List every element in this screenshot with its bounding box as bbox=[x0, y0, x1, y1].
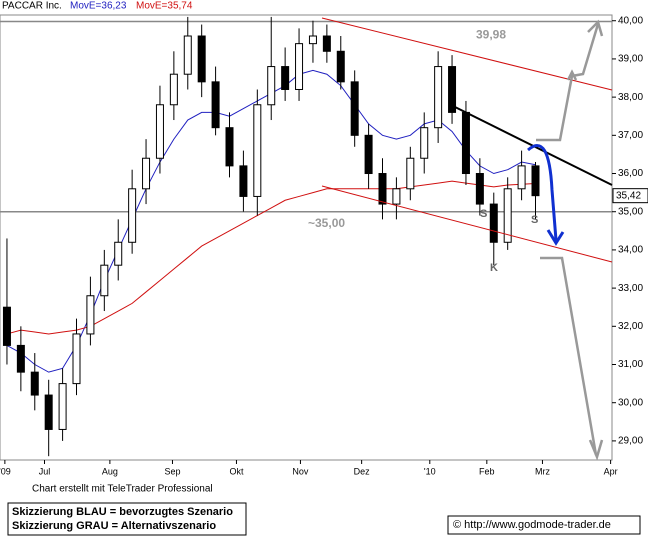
candle-body bbox=[128, 188, 137, 243]
candle-body bbox=[295, 43, 304, 90]
candle-body bbox=[169, 73, 178, 106]
last-price-box bbox=[612, 188, 648, 204]
candle-body bbox=[16, 344, 25, 373]
x-tick-label: Jul bbox=[39, 466, 51, 476]
y-tick-label: 30,00 bbox=[618, 397, 643, 408]
credit: Chart erstellt mit TeleTrader Profession… bbox=[32, 484, 213, 495]
legend-note: Skizzierung GRAU = Alternativszenario bbox=[12, 520, 216, 532]
gray-scenario-up bbox=[536, 23, 600, 142]
candle-body bbox=[225, 127, 234, 167]
channel-lower bbox=[321, 185, 613, 263]
candle-body bbox=[475, 173, 484, 205]
y-tick-label: 35,00 bbox=[618, 206, 643, 217]
candle-body bbox=[420, 127, 429, 159]
candle-body bbox=[44, 394, 53, 430]
source-box bbox=[447, 515, 641, 535]
candle-body bbox=[281, 66, 290, 90]
x-tick-label: Nov bbox=[292, 466, 309, 476]
x-tick-label: Dez bbox=[354, 466, 371, 476]
candle-body bbox=[114, 241, 123, 266]
y-tick-label: 29,00 bbox=[618, 436, 643, 447]
y-tick-label: 31,00 bbox=[618, 359, 643, 370]
candle-body bbox=[2, 306, 11, 346]
candle-body bbox=[448, 66, 457, 113]
legend-box bbox=[7, 502, 247, 536]
candle-body bbox=[406, 157, 415, 190]
y-tick-label: 32,00 bbox=[618, 321, 643, 332]
candle-body bbox=[86, 295, 95, 335]
gray-arrowhead-down bbox=[588, 439, 604, 461]
candle-body bbox=[142, 157, 151, 190]
candle-body bbox=[197, 35, 206, 83]
x-tick-label: Sep bbox=[164, 466, 180, 476]
y-tick-label: 40,00 bbox=[618, 15, 643, 26]
candle-body bbox=[72, 333, 81, 385]
y-tick-label: 37,00 bbox=[618, 130, 643, 141]
annotation: S bbox=[480, 208, 487, 220]
moving-average bbox=[6, 180, 536, 335]
level-label: ~35,00 bbox=[308, 216, 345, 230]
candle-body bbox=[531, 165, 540, 197]
x-tick-label: '09 bbox=[0, 466, 11, 476]
candle-body bbox=[211, 81, 220, 129]
candle-body bbox=[30, 371, 39, 396]
x-tick-label: '10 bbox=[424, 466, 436, 476]
candle-body bbox=[350, 81, 359, 136]
y-tick-label: 34,00 bbox=[618, 245, 643, 256]
candle-body bbox=[461, 111, 470, 175]
source: © http://www.godmode-trader.de bbox=[453, 519, 611, 531]
x-tick-label: Aug bbox=[102, 466, 118, 476]
gray-scenario-down bbox=[540, 256, 598, 456]
x-tick-label: Apr bbox=[604, 466, 618, 476]
candle-body bbox=[183, 35, 192, 75]
candle-body bbox=[322, 35, 331, 52]
last-price-label: 35,42 bbox=[616, 190, 641, 201]
chart-title: PACCAR Inc. bbox=[2, 1, 62, 12]
x-tick-label: Feb bbox=[479, 466, 495, 476]
candle-body bbox=[267, 66, 276, 106]
candle-body bbox=[253, 104, 262, 197]
candle-body bbox=[155, 104, 164, 159]
candle-body bbox=[100, 264, 109, 297]
level-label: 39,98 bbox=[476, 28, 506, 42]
candle-body bbox=[364, 134, 373, 175]
y-tick-label: 33,00 bbox=[618, 283, 643, 294]
candle-body bbox=[434, 66, 443, 129]
candle-body bbox=[378, 173, 387, 205]
x-tick-label: Mrz bbox=[535, 466, 550, 476]
gray-arrowheads-up bbox=[566, 19, 604, 81]
candle-body bbox=[489, 203, 498, 243]
annotation: S bbox=[531, 214, 538, 226]
legend-entry: MovE=35,74 bbox=[136, 1, 193, 12]
x-tick-label: Okt bbox=[229, 466, 244, 476]
legend-entry: MovE=36,23 bbox=[70, 1, 127, 12]
y-tick-label: 39,00 bbox=[618, 54, 643, 65]
annotation: K bbox=[490, 262, 498, 274]
blue-arrowhead bbox=[546, 229, 565, 246]
y-tick-label: 38,00 bbox=[618, 92, 643, 103]
blue-scenario bbox=[527, 144, 558, 241]
candle-body bbox=[58, 383, 67, 430]
candle-body bbox=[517, 165, 526, 190]
legend-note: Skizzierung BLAU = bevorzugtes Szenario bbox=[12, 506, 233, 518]
y-tick-label: 36,00 bbox=[618, 168, 643, 179]
channel-upper bbox=[321, 17, 613, 91]
candle-body bbox=[336, 50, 345, 83]
candle-body bbox=[503, 188, 512, 243]
candle-body bbox=[392, 188, 401, 205]
candle-body bbox=[239, 165, 248, 197]
plot-frame bbox=[0, 14, 613, 461]
candle-body bbox=[308, 35, 317, 45]
